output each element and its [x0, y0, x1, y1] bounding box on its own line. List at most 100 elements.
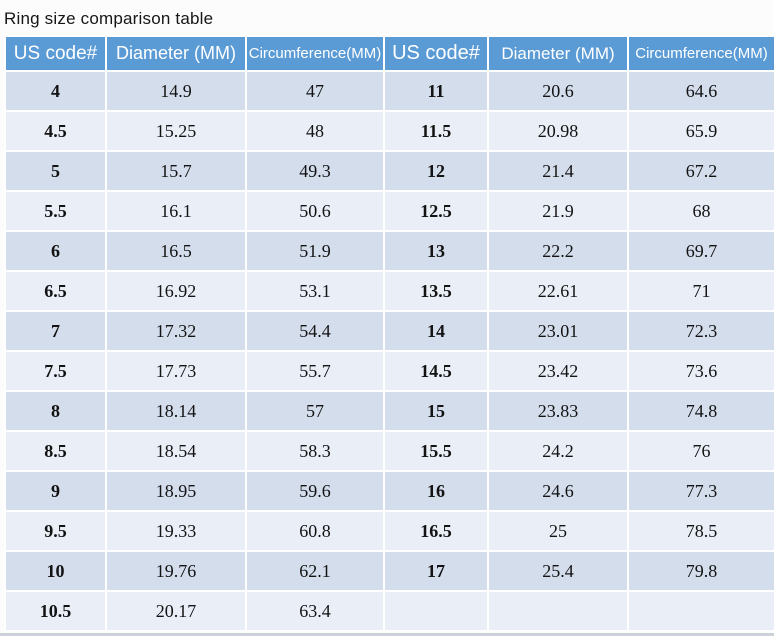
diameter-cell: 16.92 — [105, 270, 247, 312]
circumference-cell: 53.1 — [245, 270, 385, 312]
diameter-cell: 14.9 — [105, 70, 247, 112]
table-row: 7 17.32 54.4 14 23.01 72.3 — [4, 310, 774, 352]
photo-bottom-edge — [0, 633, 774, 636]
circumference-cell: 58.3 — [245, 430, 385, 472]
diameter-cell: 24.2 — [487, 430, 629, 472]
circumference-cell: 79.8 — [627, 550, 774, 592]
diameter-cell: 24.6 — [487, 470, 629, 512]
us-code-cell: 13.5 — [383, 270, 489, 312]
diameter-cell: 18.95 — [105, 470, 247, 512]
header-circumference-left: Circumference(MM) — [245, 35, 385, 72]
us-code-cell: 11.5 — [383, 110, 489, 152]
us-code-cell: 11 — [383, 70, 489, 112]
diameter-cell: 20.6 — [487, 70, 629, 112]
diameter-cell: 19.76 — [105, 550, 247, 592]
table-row: 7.5 17.73 55.7 14.5 23.42 73.6 — [4, 350, 774, 392]
ring-size-table: US code# Diameter (MM) Circumference(MM)… — [4, 35, 774, 632]
us-code-cell: 4.5 — [4, 110, 107, 152]
circumference-cell: 65.9 — [627, 110, 774, 152]
circumference-cell: 47 — [245, 70, 385, 112]
us-code-cell: 8.5 — [4, 430, 107, 472]
diameter-cell: 21.9 — [487, 190, 629, 232]
circumference-cell: 59.6 — [245, 470, 385, 512]
circumference-cell: 50.6 — [245, 190, 385, 232]
table-row: 9 18.95 59.6 16 24.6 77.3 — [4, 470, 774, 512]
header-us-code-left: US code# — [4, 35, 107, 72]
table-row: 4 14.9 47 11 20.6 64.6 — [4, 70, 774, 112]
table-row: 10.5 20.17 63.4 — [4, 590, 774, 632]
diameter-cell: 23.83 — [487, 390, 629, 432]
table-row: 5 15.7 49.3 12 21.4 67.2 — [4, 150, 774, 192]
us-code-cell: 8 — [4, 390, 107, 432]
table-row: 5.5 16.1 50.6 12.5 21.9 68 — [4, 190, 774, 232]
header-diameter-left: Diameter (MM) — [105, 35, 247, 72]
circumference-cell: 71 — [627, 270, 774, 312]
table-row: 4.5 15.25 48 11.5 20.98 65.9 — [4, 110, 774, 152]
circumference-cell: 74.8 — [627, 390, 774, 432]
us-code-cell: 16.5 — [383, 510, 489, 552]
diameter-cell: 25 — [487, 510, 629, 552]
us-code-cell: 12.5 — [383, 190, 489, 232]
us-code-cell: 6 — [4, 230, 107, 272]
diameter-cell: 25.4 — [487, 550, 629, 592]
diameter-cell: 19.33 — [105, 510, 247, 552]
us-code-cell: 5 — [4, 150, 107, 192]
us-code-cell: 16 — [383, 470, 489, 512]
circumference-cell — [627, 590, 774, 632]
diameter-cell: 22.61 — [487, 270, 629, 312]
diameter-cell: 20.17 — [105, 590, 247, 632]
table-row: 8 18.14 57 15 23.83 74.8 — [4, 390, 774, 432]
circumference-cell: 78.5 — [627, 510, 774, 552]
us-code-cell: 10.5 — [4, 590, 107, 632]
us-code-cell: 13 — [383, 230, 489, 272]
diameter-cell: 16.1 — [105, 190, 247, 232]
circumference-cell: 67.2 — [627, 150, 774, 192]
circumference-cell: 49.3 — [245, 150, 385, 192]
us-code-cell: 9.5 — [4, 510, 107, 552]
us-code-cell: 14 — [383, 310, 489, 352]
circumference-cell: 64.6 — [627, 70, 774, 112]
us-code-cell: 7 — [4, 310, 107, 352]
diameter-cell: 18.14 — [105, 390, 247, 432]
us-code-cell: 15.5 — [383, 430, 489, 472]
circumference-cell: 57 — [245, 390, 385, 432]
us-code-cell: 5.5 — [4, 190, 107, 232]
diameter-cell: 15.7 — [105, 150, 247, 192]
circumference-cell: 72.3 — [627, 310, 774, 352]
diameter-cell: 23.01 — [487, 310, 629, 352]
us-code-cell: 14.5 — [383, 350, 489, 392]
us-code-cell: 15 — [383, 390, 489, 432]
diameter-cell: 23.42 — [487, 350, 629, 392]
page-title: Ring size comparison table — [4, 9, 214, 28]
circumference-cell: 77.3 — [627, 470, 774, 512]
us-code-cell: 10 — [4, 550, 107, 592]
diameter-cell: 22.2 — [487, 230, 629, 272]
circumference-cell: 54.4 — [245, 310, 385, 352]
table-row: 9.5 19.33 60.8 16.5 25 78.5 — [4, 510, 774, 552]
us-code-cell: 4 — [4, 70, 107, 112]
table-row: 6 16.5 51.9 13 22.2 69.7 — [4, 230, 774, 272]
table-row: 10 19.76 62.1 17 25.4 79.8 — [4, 550, 774, 592]
table-row: 6.5 16.92 53.1 13.5 22.61 71 — [4, 270, 774, 312]
diameter-cell: 18.54 — [105, 430, 247, 472]
header-diameter-right: Diameter (MM) — [487, 35, 629, 72]
diameter-cell — [487, 590, 629, 632]
us-code-cell — [383, 590, 489, 632]
circumference-cell: 62.1 — [245, 550, 385, 592]
circumference-cell: 60.8 — [245, 510, 385, 552]
diameter-cell: 16.5 — [105, 230, 247, 272]
diameter-cell: 17.73 — [105, 350, 247, 392]
us-code-cell: 6.5 — [4, 270, 107, 312]
us-code-cell: 12 — [383, 150, 489, 192]
circumference-cell: 69.7 — [627, 230, 774, 272]
circumference-cell: 63.4 — [245, 590, 385, 632]
diameter-cell: 20.98 — [487, 110, 629, 152]
header-circumference-right: Circumference(MM) — [627, 35, 774, 72]
us-code-cell: 17 — [383, 550, 489, 592]
header-us-code-right: US code# — [383, 35, 489, 72]
circumference-cell: 51.9 — [245, 230, 385, 272]
table-row: 8.5 18.54 58.3 15.5 24.2 76 — [4, 430, 774, 472]
table-header-row: US code# Diameter (MM) Circumference(MM)… — [4, 35, 774, 72]
diameter-cell: 17.32 — [105, 310, 247, 352]
circumference-cell: 48 — [245, 110, 385, 152]
